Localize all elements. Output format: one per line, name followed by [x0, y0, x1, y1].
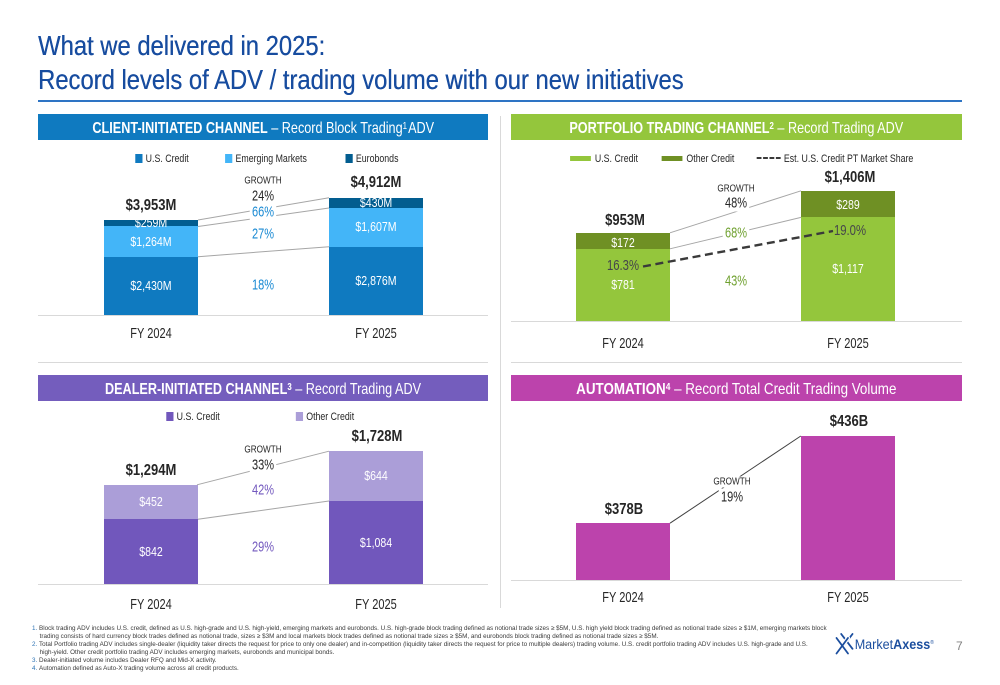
svg-text:MarketAxess®: MarketAxess®	[855, 636, 934, 652]
